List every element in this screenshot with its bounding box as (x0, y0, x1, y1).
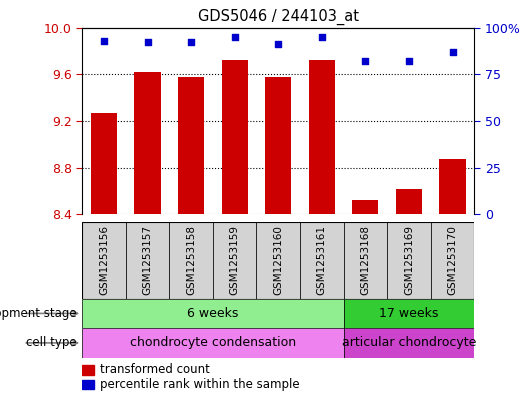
Bar (343, 299, 474, 328)
Text: percentile rank within the sample: percentile rank within the sample (100, 378, 299, 391)
Text: cell type: cell type (26, 336, 77, 349)
Bar (213, 222, 257, 299)
Text: GSM1253168: GSM1253168 (360, 225, 370, 296)
Bar (396, 189, 422, 214)
Bar (265, 77, 292, 214)
Text: GSM1253156: GSM1253156 (99, 225, 109, 296)
Bar (126, 222, 169, 299)
Text: 17 weeks: 17 weeks (379, 307, 439, 320)
Bar (178, 77, 204, 214)
Bar (82, 365, 94, 375)
Text: GSM1253161: GSM1253161 (317, 225, 327, 296)
Text: GSM1253157: GSM1253157 (143, 225, 153, 296)
Text: 6 weeks: 6 weeks (187, 307, 239, 320)
Bar (352, 200, 378, 214)
Bar (222, 60, 248, 214)
Point (361, 58, 369, 64)
Bar (300, 222, 343, 299)
Bar (82, 299, 343, 328)
Bar (82, 328, 343, 358)
Bar (343, 328, 474, 358)
Bar (91, 113, 117, 214)
Text: GSM1253170: GSM1253170 (447, 226, 457, 295)
Text: transformed count: transformed count (100, 364, 210, 376)
Bar (135, 72, 161, 214)
Text: GSM1253169: GSM1253169 (404, 225, 414, 296)
Text: articular chondrocyte: articular chondrocyte (342, 336, 476, 349)
Text: GSM1253158: GSM1253158 (186, 225, 196, 296)
Bar (82, 380, 94, 389)
Point (143, 39, 152, 46)
Bar (343, 222, 387, 299)
Point (405, 58, 413, 64)
Text: GSM1253159: GSM1253159 (229, 225, 240, 296)
Bar (387, 222, 431, 299)
Text: GSM1253160: GSM1253160 (273, 226, 283, 295)
Text: chondrocyte condensation: chondrocyte condensation (130, 336, 296, 349)
Point (187, 39, 196, 46)
Point (448, 49, 457, 55)
Bar (82, 222, 126, 299)
Title: GDS5046 / 244103_at: GDS5046 / 244103_at (198, 9, 359, 25)
Point (317, 34, 326, 40)
Bar (169, 222, 213, 299)
Bar (257, 222, 300, 299)
Point (274, 41, 282, 48)
Text: development stage: development stage (0, 307, 77, 320)
Point (100, 37, 108, 44)
Bar (431, 222, 474, 299)
Bar (439, 159, 466, 214)
Bar (309, 60, 335, 214)
Point (231, 34, 239, 40)
